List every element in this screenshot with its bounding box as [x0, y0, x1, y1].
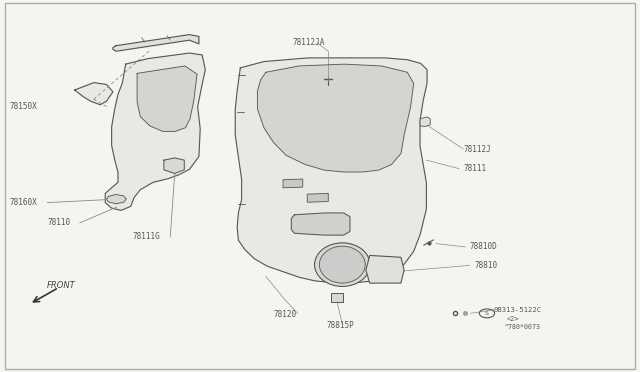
Text: FRONT: FRONT: [47, 281, 76, 290]
Polygon shape: [366, 256, 404, 283]
Text: 78111G: 78111G: [132, 232, 160, 241]
Text: 78120: 78120: [273, 310, 296, 319]
Polygon shape: [113, 35, 199, 51]
Text: 78110: 78110: [48, 218, 71, 227]
Text: 78810D: 78810D: [470, 243, 497, 251]
Polygon shape: [105, 53, 205, 211]
Text: S: S: [485, 311, 489, 316]
Polygon shape: [420, 117, 430, 126]
Polygon shape: [164, 158, 184, 173]
Text: 78810: 78810: [474, 261, 497, 270]
Polygon shape: [307, 193, 328, 202]
Polygon shape: [137, 66, 197, 131]
Text: 08313-5122C: 08313-5122C: [494, 307, 542, 313]
Text: ^780*0073: ^780*0073: [505, 324, 541, 330]
Polygon shape: [106, 195, 126, 204]
Bar: [331, 294, 343, 302]
Ellipse shape: [315, 243, 370, 286]
Polygon shape: [75, 83, 113, 105]
Text: 78815P: 78815P: [326, 321, 354, 330]
Text: <2>: <2>: [507, 316, 520, 322]
Polygon shape: [283, 179, 303, 188]
Ellipse shape: [319, 246, 365, 283]
Polygon shape: [291, 213, 350, 235]
Polygon shape: [236, 58, 427, 283]
Text: 78150X: 78150X: [9, 102, 36, 111]
Text: 78112J: 78112J: [463, 145, 491, 154]
Text: 78112JA: 78112JA: [292, 38, 325, 47]
Text: 78111: 78111: [463, 164, 486, 173]
Polygon shape: [257, 64, 413, 172]
Text: 78160X: 78160X: [9, 198, 36, 207]
